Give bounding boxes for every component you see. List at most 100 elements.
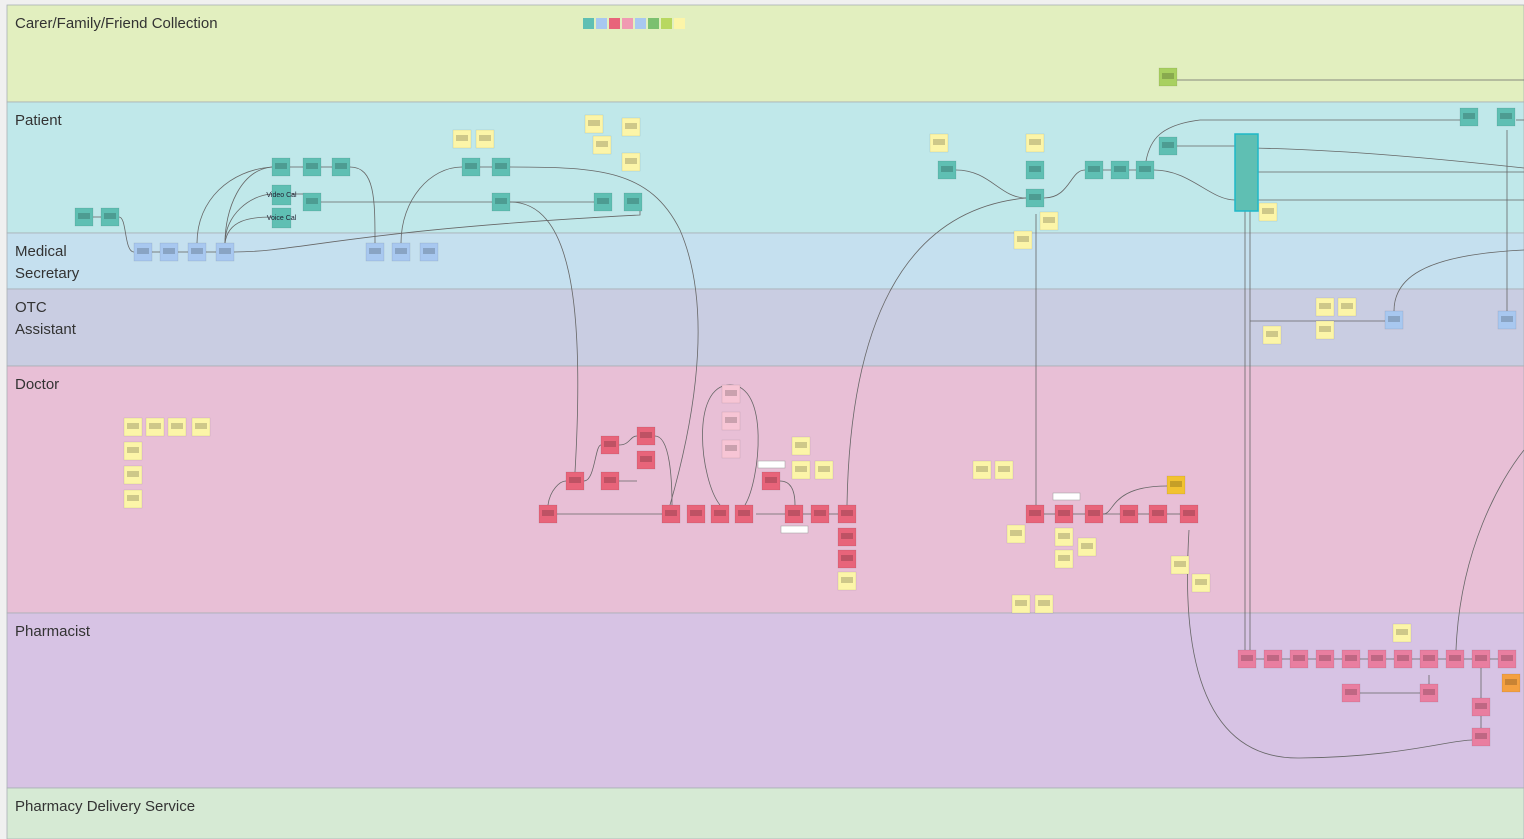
lane (6, 787, 1524, 839)
sticky-note (1077, 537, 1097, 557)
sticky-note (1258, 202, 1278, 222)
note-lines (1262, 208, 1274, 214)
note-lines (1029, 194, 1041, 200)
note-lines (465, 163, 477, 169)
note-lines (625, 123, 637, 129)
sticky-note (475, 129, 495, 149)
note-lines (1475, 733, 1487, 739)
note-lines (640, 456, 652, 462)
note-lines (627, 198, 639, 204)
sticky-note (937, 160, 957, 180)
palette-swatch (583, 18, 594, 29)
sticky-note (302, 157, 322, 177)
sticky-note (1179, 504, 1199, 524)
sticky-note (784, 504, 804, 524)
note-lines (1319, 303, 1331, 309)
sticky-note (1471, 697, 1491, 717)
sticky-note (814, 460, 834, 480)
note-lines (941, 166, 953, 172)
note-lines (1241, 655, 1253, 661)
sticky-note (100, 207, 120, 227)
lane-label: Secretary (15, 265, 80, 282)
sticky-note (1148, 504, 1168, 524)
note-lines (163, 248, 175, 254)
connector (224, 216, 273, 244)
note-text: Video Cal (266, 192, 297, 199)
sticky-note (837, 549, 857, 569)
sticky-note (1262, 325, 1282, 345)
sticky-note (810, 504, 830, 524)
note-lines (665, 510, 677, 516)
palette-swatch (622, 18, 633, 29)
palette-swatch (674, 18, 685, 29)
note-lines (1475, 655, 1487, 661)
palette-swatch (648, 18, 659, 29)
sticky-note (191, 417, 211, 437)
note-lines (1162, 142, 1174, 148)
note-lines (127, 423, 139, 429)
note-lines (1195, 579, 1207, 585)
note-lines (725, 417, 737, 423)
sticky-note (1496, 107, 1516, 127)
note-lines (104, 213, 116, 219)
sticky-note (1315, 320, 1335, 340)
note-lines (1058, 510, 1070, 516)
lane-label: Patient (15, 112, 63, 129)
note-lines (1183, 510, 1195, 516)
sticky-note (710, 504, 730, 524)
note-lines (423, 248, 435, 254)
note-lines (976, 466, 988, 472)
note-lines (795, 466, 807, 472)
sticky-note (1039, 211, 1059, 231)
sticky-note (791, 436, 811, 456)
note-lines (1319, 326, 1331, 332)
note-lines (1266, 331, 1278, 337)
sticky-note (1419, 683, 1439, 703)
sticky-note (491, 157, 511, 177)
note-lines (369, 248, 381, 254)
sticky-note (791, 460, 811, 480)
sticky-note (661, 504, 681, 524)
sticky-note (1501, 673, 1521, 693)
note-lines (127, 471, 139, 477)
sticky-note (761, 471, 781, 491)
sticky-note (187, 242, 207, 262)
sticky-notes: Video Cal Voice Cal (74, 67, 1521, 747)
sticky-note (837, 504, 857, 524)
sticky-note (1237, 649, 1257, 669)
note-lines (306, 198, 318, 204)
note-lines (1058, 533, 1070, 539)
sticky-note (686, 504, 706, 524)
connector (1393, 249, 1524, 312)
sticky-note (302, 192, 322, 212)
sticky-note (1166, 475, 1186, 495)
sticky-note (721, 439, 741, 459)
sticky-note (1119, 504, 1139, 524)
note-lines (456, 135, 468, 141)
sticky-note (391, 242, 411, 262)
note-lines (1123, 510, 1135, 516)
sticky-note (1025, 160, 1045, 180)
sticky-note (1054, 549, 1074, 569)
sticky-note (1471, 727, 1491, 747)
note-lines (219, 248, 231, 254)
sticky-note (636, 426, 656, 446)
sticky-note (929, 133, 949, 153)
connector (618, 435, 638, 446)
sticky-note (994, 460, 1014, 480)
sticky-note (1497, 649, 1517, 669)
sticky-note (1054, 527, 1074, 547)
note-lines (1388, 316, 1400, 322)
note-lines (1267, 655, 1279, 661)
note-lines (1293, 655, 1305, 661)
sticky-note (1497, 310, 1517, 330)
sticky-note (1158, 67, 1178, 87)
note-lines (1043, 217, 1055, 223)
note-lines (640, 432, 652, 438)
note-lines (814, 510, 826, 516)
sticky-note (1315, 649, 1335, 669)
note-lines (1423, 689, 1435, 695)
sticky-note (600, 471, 620, 491)
note-lines (275, 163, 287, 169)
sticky-note (1170, 555, 1190, 575)
